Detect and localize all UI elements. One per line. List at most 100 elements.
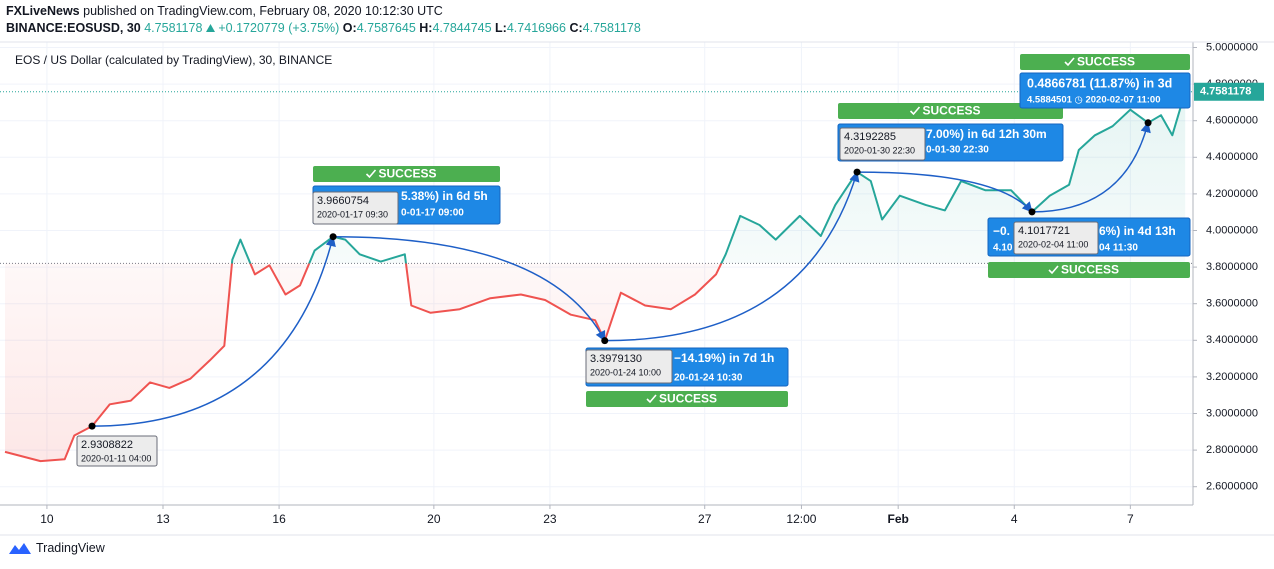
- header-line: BINANCE:EOSUSD, 30 4.7581178 +0.1720779 …: [6, 20, 641, 37]
- ohlc-label: L:: [495, 21, 507, 35]
- forecast-result-text: 20-01-24 10:30: [674, 373, 743, 384]
- legend-label: EOS / US Dollar (calculated by TradingVi…: [15, 53, 332, 67]
- point-box: [839, 127, 926, 161]
- success-label: SUCCESS: [379, 167, 437, 181]
- y-tick-label: 4.2000000: [1206, 188, 1258, 200]
- success-badge: [988, 262, 1190, 278]
- forecast-result-text: 0-01-30 22:30: [926, 145, 989, 156]
- forecast-result-text: 4.10: [993, 243, 1013, 254]
- ohlc-label: H:: [419, 21, 433, 35]
- logo-icon: [9, 543, 31, 554]
- forecast-result-text: 7.00%) in 6d 12h 30m: [926, 127, 1047, 141]
- ohlc-label: C:: [569, 21, 583, 35]
- y-tick-label: 4.0000000: [1206, 224, 1258, 236]
- forecast-point: [329, 233, 337, 241]
- y-tick-label: 3.6000000: [1206, 298, 1258, 310]
- success-label: SUCCESS: [1061, 263, 1119, 277]
- y-tick-label: 4.4000000: [1206, 151, 1258, 163]
- ohlc-value: 4.7587645: [356, 21, 416, 35]
- forecast-result-text: 0-01-17 09:00: [401, 208, 464, 219]
- ohlc-label: O:: [342, 21, 357, 35]
- x-tick-label: 23: [543, 512, 557, 526]
- point-box: [76, 435, 158, 467]
- success-label: SUCCESS: [923, 104, 981, 118]
- ohlc-value: 4.7581178: [582, 21, 641, 35]
- last-price-tag: [1194, 82, 1264, 101]
- point-price: 2.9308822: [81, 439, 133, 451]
- change: +0.1720779 (+3.75%): [218, 21, 340, 35]
- forecast-result-text: 04 11:30: [1099, 243, 1138, 254]
- point-price: 4.1017721: [1018, 225, 1070, 237]
- x-tick-label: 4: [1011, 512, 1018, 526]
- forecast-result-text: 0.4866781 (11.87%) in 3d: [1027, 76, 1172, 90]
- forecast-arrow: [604, 171, 860, 342]
- point-box: [585, 349, 673, 384]
- symbol: BINANCE:EOSUSD, 30: [6, 21, 141, 35]
- x-tick-label: 27: [698, 512, 712, 526]
- forecast-result-text: −0.: [993, 224, 1010, 238]
- y-tick-label: 3.2000000: [1206, 371, 1258, 383]
- check-icon: [1048, 265, 1059, 275]
- point-date: 2020-01-11 04:00: [81, 453, 151, 463]
- forecast-arrow: [1031, 121, 1151, 213]
- forecast-arrow: [92, 235, 336, 427]
- up-icon: [205, 24, 215, 32]
- check-icon: [1064, 57, 1075, 67]
- x-tick-label: 10: [40, 512, 54, 526]
- x-tick-label: 20: [427, 512, 441, 526]
- x-tick-label: 16: [272, 512, 286, 526]
- forecast-result-text: 6%) in 4d 13h: [1099, 224, 1176, 238]
- header: FXLiveNews published on TradingView.com,…: [6, 3, 641, 37]
- success-badge: [313, 166, 500, 182]
- y-tick-label: 5.0000000: [1206, 41, 1258, 53]
- check-icon: [365, 169, 377, 179]
- x-tick-label: Feb: [888, 512, 909, 526]
- success-label: SUCCESS: [1077, 55, 1135, 69]
- success-badge: [838, 103, 1063, 119]
- forecast-point: [1028, 208, 1036, 216]
- publisher: FXLiveNews: [6, 4, 80, 18]
- point-date: 2020-01-24 10:00: [590, 367, 661, 377]
- ohlc-value: 4.7416966: [506, 21, 566, 35]
- point-price: 4.3192285: [844, 131, 896, 143]
- check-icon: [909, 106, 921, 116]
- y-tick-label: 3.4000000: [1206, 334, 1258, 346]
- forecast-result-text: 4.5884501 ◷ 2020-02-07 11:00: [1027, 95, 1160, 106]
- point-box: [1013, 221, 1099, 255]
- y-tick-label: 2.6000000: [1206, 481, 1258, 493]
- success-label: SUCCESS: [659, 392, 717, 406]
- x-tick-label: 12:00: [786, 512, 816, 526]
- point-date: 2020-01-30 22:30: [844, 145, 915, 155]
- point-date: 2020-01-17 09:30: [317, 209, 388, 219]
- x-tick-label: 7: [1127, 512, 1134, 526]
- last-price-label: 4.7581178: [1200, 86, 1251, 98]
- forecast-result-box: [1019, 72, 1191, 109]
- point-box: [312, 191, 399, 225]
- point-price: 3.3979130: [590, 353, 642, 365]
- y-tick-label: 2.8000000: [1206, 444, 1258, 456]
- last-price: 4.7581178: [144, 21, 203, 35]
- forecast-point: [853, 168, 861, 176]
- brand: TradingView: [36, 541, 105, 555]
- ohlc-value: 4.7844745: [432, 21, 492, 35]
- header-line: FXLiveNews published on TradingView.com,…: [6, 3, 641, 20]
- y-tick-label: 3.0000000: [1206, 407, 1258, 419]
- area-fill: [5, 91, 1186, 462]
- forecast-point: [601, 337, 609, 345]
- forecast-point: [1144, 119, 1152, 127]
- success-badge: [586, 391, 788, 407]
- success-badge: [1020, 54, 1190, 70]
- forecast-arrow: [857, 171, 1033, 213]
- check-icon: [646, 394, 657, 404]
- point-date: 2020-02-04 11:00: [1018, 239, 1088, 249]
- footer: TradingView: [8, 541, 105, 555]
- forecast-arrow: [333, 235, 606, 342]
- point-price: 3.9660754: [317, 195, 369, 207]
- forecast-point: [88, 422, 96, 430]
- x-tick-label: 13: [156, 512, 170, 526]
- published: published on TradingView.com, February 0…: [83, 4, 443, 18]
- forecast-result-text: 5.38%) in 6d 5h: [401, 189, 488, 203]
- y-tick-label: 4.6000000: [1206, 115, 1258, 127]
